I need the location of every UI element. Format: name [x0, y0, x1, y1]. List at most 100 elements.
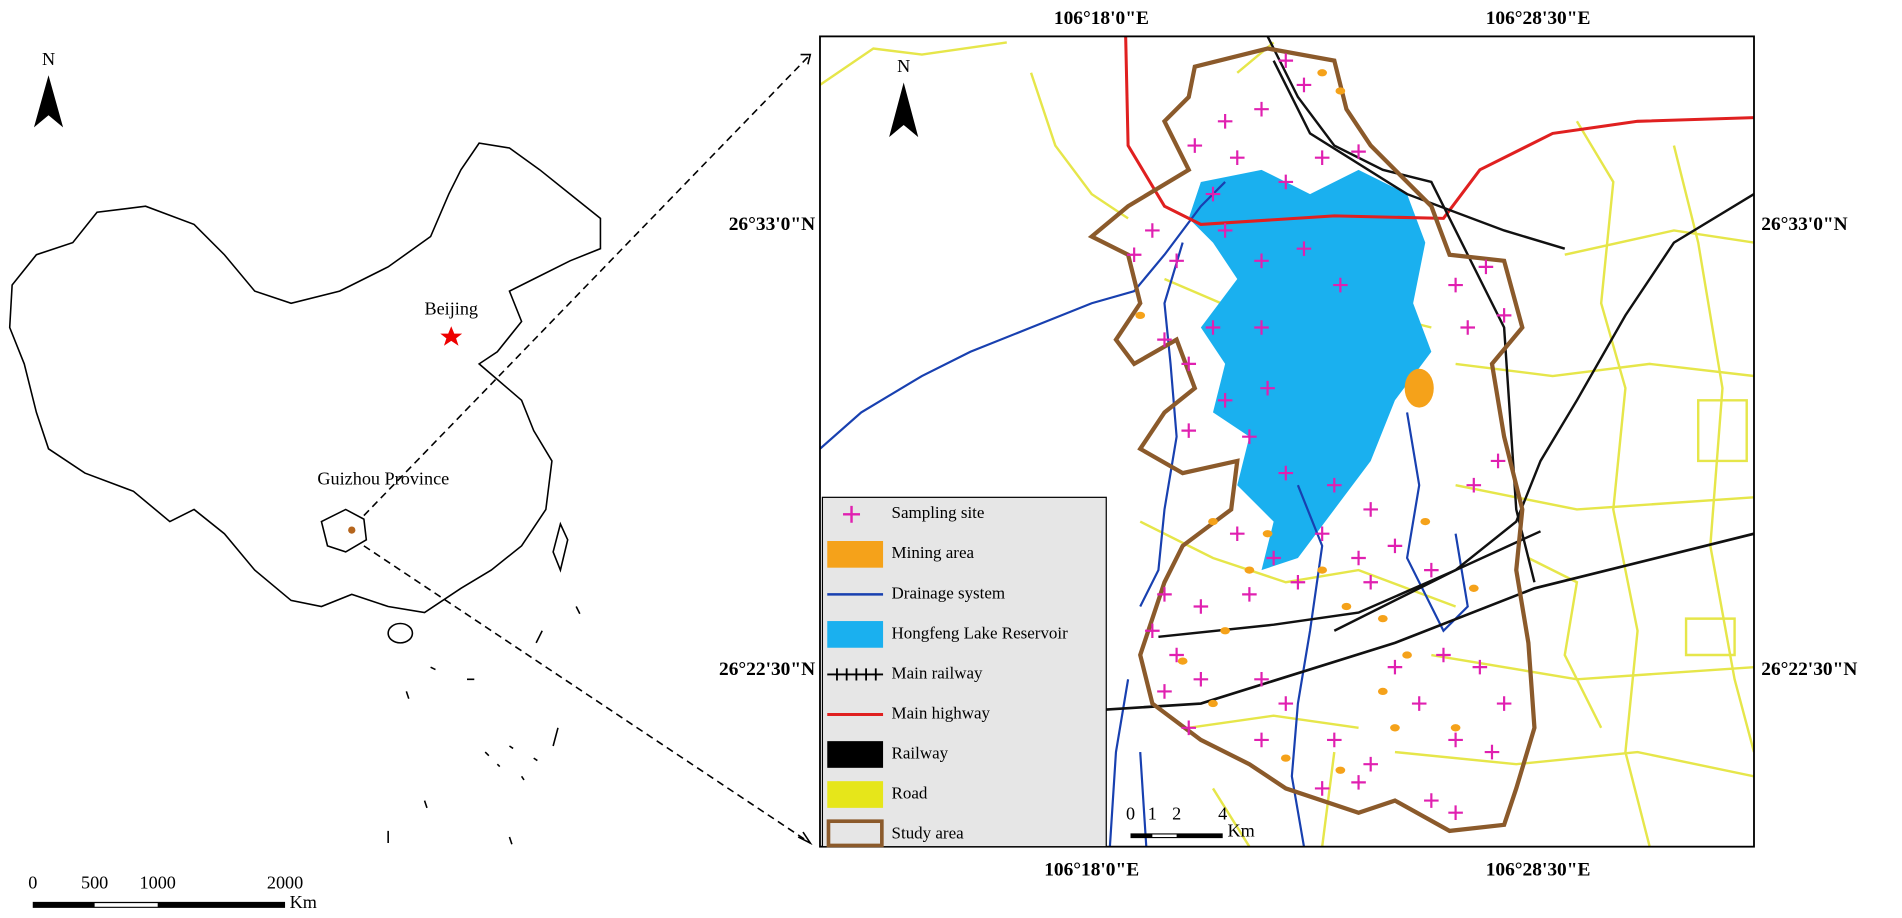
- north-arrow: [889, 82, 919, 138]
- latitude-label: 26°22'30"N: [1761, 659, 1857, 680]
- islands: [387, 606, 581, 845]
- sampling-site: [1157, 587, 1172, 602]
- sampling-site: [1460, 320, 1476, 335]
- legend-symbol: [827, 540, 884, 568]
- sampling-site: [1333, 277, 1348, 293]
- sampling-site: [1436, 647, 1451, 663]
- mining-area: [1377, 687, 1388, 696]
- sampling-site: [1145, 623, 1160, 639]
- mining-area: [1420, 517, 1431, 526]
- mining-area: [1244, 566, 1255, 574]
- sampling-site: [1229, 150, 1245, 165]
- mining-area: [1317, 69, 1328, 77]
- legend-label: Main railway: [892, 663, 983, 682]
- scale-label: 1000: [140, 872, 176, 892]
- longitude-label: 106°18'0"E: [1054, 8, 1149, 29]
- longitude-label: 106°28'30"E: [1486, 8, 1591, 29]
- mining-area: [1404, 368, 1434, 408]
- sampling-site: [1217, 393, 1233, 408]
- legend-label: Hongfeng Lake Reservoir: [892, 623, 1069, 642]
- sampling-site: [1145, 223, 1160, 238]
- sampling-site: [1363, 574, 1378, 590]
- sampling-site: [1205, 186, 1221, 202]
- figure-content: N Beijing Guizhou Province 0 500 1000 20…: [8, 8, 1857, 912]
- scale-label: 0: [1126, 803, 1135, 823]
- mining-area: [1262, 530, 1273, 538]
- mining-area: [1208, 517, 1218, 526]
- sampling-site: [1448, 805, 1463, 820]
- sampling-site: [1490, 453, 1506, 469]
- sampling-site: [1472, 659, 1488, 675]
- sampling-site: [1181, 423, 1197, 438]
- scale-unit: Km: [1228, 820, 1255, 840]
- mining-area: [1341, 602, 1352, 611]
- scale-label: 2: [1172, 803, 1181, 823]
- legend-label: Study area: [892, 823, 965, 842]
- sampling-site: [1363, 756, 1378, 772]
- roads: [819, 41, 1754, 847]
- star: [440, 326, 463, 346]
- sample-marks: [1126, 53, 1512, 820]
- mining-area: [1450, 724, 1461, 732]
- legend-label: Sampling site: [892, 503, 985, 522]
- mining-area: [1377, 614, 1388, 623]
- sampling-site: [1254, 320, 1269, 335]
- legend-symbol: [827, 621, 884, 648]
- sampling-site: [1351, 144, 1366, 159]
- mining-area: [1280, 754, 1291, 762]
- sampling-site: [1278, 696, 1294, 711]
- mining-area: [1220, 627, 1230, 635]
- north-label: N: [42, 49, 55, 69]
- sampling-site: [1260, 380, 1275, 396]
- sampling-site: [1217, 114, 1233, 129]
- north-arrow: [33, 75, 64, 128]
- mining-area: [1468, 584, 1479, 592]
- sampling-site: [1296, 77, 1312, 93]
- longitude-label: 106°28'30"E: [1486, 859, 1591, 880]
- legend-symbol: [827, 781, 884, 808]
- mining-area: [1390, 724, 1400, 732]
- sampling-site: [1496, 696, 1512, 711]
- lake: [1188, 169, 1432, 571]
- connectors: [363, 53, 813, 846]
- sampling-site: [1278, 53, 1294, 68]
- sampling-site: [1496, 308, 1512, 323]
- sampling-site: [1314, 526, 1330, 541]
- legend-label: Road: [892, 783, 928, 802]
- legend-label: Drainage system: [892, 583, 1006, 602]
- sampling-site: [1478, 259, 1494, 275]
- sampling-site: [1351, 775, 1366, 790]
- sampling-site: [1205, 320, 1221, 335]
- mining-area: [1135, 311, 1146, 320]
- scale-label: 1: [1148, 803, 1157, 823]
- sampling-site: [1254, 101, 1269, 117]
- sampling-site: [1193, 672, 1209, 687]
- scale-label: 4: [1218, 803, 1227, 823]
- highways: [1124, 36, 1754, 226]
- sampling-site: [1181, 720, 1197, 736]
- sampling-site: [1278, 174, 1294, 190]
- mining-area: [1335, 87, 1346, 95]
- legend-label: Railway: [892, 743, 949, 762]
- legend-symbol: [843, 505, 861, 523]
- guizhou-outline: [320, 508, 368, 553]
- legend-label: Mining area: [892, 543, 975, 562]
- overview-map: [8, 75, 602, 908]
- sampling-site: [1278, 465, 1294, 481]
- railways: [1106, 36, 1754, 711]
- legend-labels: Sampling site Mining area Drainage system H…: [892, 503, 1069, 842]
- sampling-site: [1193, 599, 1209, 614]
- scale-label: 0: [28, 872, 37, 892]
- sampling-site: [1157, 684, 1172, 699]
- sampling-site: [1290, 574, 1306, 590]
- sampling-site: [1217, 223, 1233, 238]
- sampling-site: [1242, 429, 1257, 444]
- sampling-site: [1363, 502, 1378, 517]
- sampling-site: [1424, 793, 1439, 808]
- guizhou-study-area: [348, 526, 356, 534]
- scale-label: 2000: [267, 872, 303, 892]
- sampling-site: [1327, 732, 1342, 748]
- sampling-site: [1387, 538, 1403, 554]
- sampling-site: [1254, 672, 1269, 687]
